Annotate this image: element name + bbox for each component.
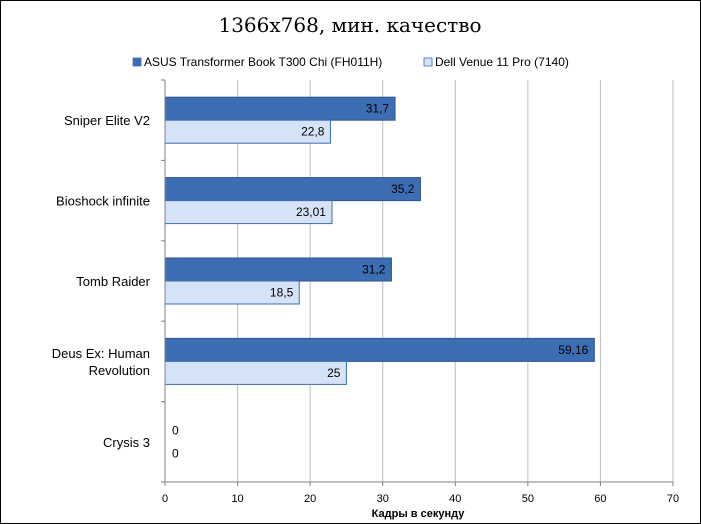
x-tick-label-10: 10 (231, 493, 243, 505)
bar-s1-c4 (164, 337, 595, 362)
data-labels: 31,7 22,8 35,2 23,01 31,2 18,5 59,16 25 0 0 (172, 102, 589, 461)
legend-swatch-1 (132, 57, 142, 67)
x-tick-label-20: 20 (304, 493, 316, 505)
x-tick-label-70: 70 (667, 493, 679, 505)
chart-title: 1366x768, мин. качество (218, 13, 481, 37)
data-label-s2-c2: 23,01 (296, 205, 326, 219)
x-tick-label-30: 30 (377, 493, 389, 505)
data-label-s2-c5: 0 (172, 446, 179, 460)
data-label-s1-c5: 0 (172, 423, 179, 437)
x-tick-labels: 0 10 20 30 40 50 60 70 (162, 493, 679, 505)
category-label-3: Tomb Raider (76, 274, 150, 289)
bar-s1-c3 (164, 257, 392, 282)
gridlines (237, 80, 674, 482)
data-label-s2-c4: 25 (327, 366, 341, 380)
data-label-s1-c3: 31,2 (362, 263, 386, 277)
legend-label-1: ASUS Transformer Book T300 Chi (FH011H) (144, 55, 382, 69)
x-tick-label-0: 0 (162, 493, 168, 505)
x-tick-label-50: 50 (522, 493, 534, 505)
bars (164, 96, 595, 385)
axes (161, 79, 674, 486)
x-tick-label-40: 40 (449, 493, 461, 505)
category-label-4-line-1: Deus Ex: Human (52, 346, 150, 361)
category-label-2: Bioshock infinite (56, 194, 150, 209)
bar-s1-c2 (164, 177, 421, 202)
category-label-5: Crysis 3 (103, 435, 150, 450)
bar-s2-c4 (164, 360, 347, 385)
data-label-s1-c2: 35,2 (391, 182, 415, 196)
category-labels: Sniper Elite V2 Bioshock infinite Tomb Rai… (52, 113, 151, 450)
legend-swatch-2 (423, 57, 433, 67)
data-label-s1-c1: 31,7 (366, 102, 390, 116)
legend-label-2: Dell Venue 11 Pro (7140) (435, 55, 569, 69)
legend: ASUS Transformer Book T300 Chi (FH011H) D… (132, 55, 569, 69)
bar-s1-c1 (164, 96, 396, 121)
data-label-s2-c1: 22,8 (301, 125, 325, 139)
data-label-s1-c4: 59,16 (558, 343, 588, 357)
x-tick-label-60: 60 (594, 493, 606, 505)
category-label-1: Sniper Elite V2 (64, 113, 150, 128)
category-label-4-line-2: Revolution (89, 363, 150, 378)
x-axis-title: Кадры в секунду (372, 508, 466, 520)
data-label-s2-c3: 18,5 (270, 286, 294, 300)
